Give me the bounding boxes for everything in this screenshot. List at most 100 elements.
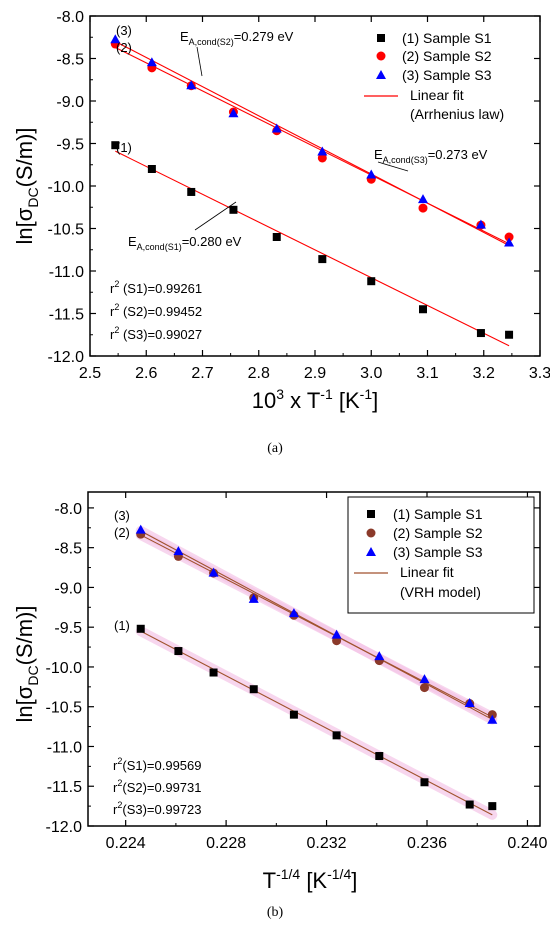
panel-b-y-tick-label: -10.0 (46, 660, 83, 677)
panel-a-x-tick-label: 3.1 (416, 365, 438, 382)
panel-b-ylabel-rest: (S/m)] (12, 606, 37, 666)
panel-a-point-s3 (186, 80, 197, 90)
panel-a-legend-symbol-1 (377, 34, 385, 42)
panel-a-y-tick-label: -9.0 (56, 94, 84, 111)
panel-a-xlabel-pre: 10 (252, 388, 276, 413)
panel-b-legend-symbol-1 (367, 510, 375, 518)
panel-a-point-s1 (272, 233, 281, 241)
panel-a-x-axis-title: 103 x T-1 [K-1] (252, 386, 378, 413)
panel-b-point-s1 (332, 731, 341, 740)
panel-a-y-tick-label: -11.5 (49, 307, 84, 324)
panel-a-x-tick-label: 3.0 (360, 365, 382, 382)
panel-a-xlabel-post: [K (333, 388, 360, 413)
panel-b-legend-symbol-3 (366, 547, 376, 556)
panel-a-ylabel-rest: (S/m)] (12, 128, 37, 188)
panel-a-legend-symbol-2 (376, 51, 386, 61)
panel-a-point-s1 (111, 141, 120, 150)
panel-a-legend-item-2: (2) Sample S2 (402, 48, 492, 64)
panel-b-series-label-1: (1) (114, 618, 130, 633)
panel-a-point-s3 (418, 194, 428, 204)
panel-b-point-s1 (420, 778, 429, 787)
panel-b-point-s3 (419, 674, 430, 684)
panel-b-legend-item-2: (2) Sample S2 (393, 525, 483, 541)
panel-a-legend-symbol-3 (376, 70, 386, 79)
panel-a-y-tick-label: -10.5 (48, 222, 85, 239)
panel-b: 0.224 0.228 0.232 0.236 0.240 -8.0 -8.5 -9.0 -9.… (12, 491, 548, 920)
panel-b-y-tick-label: -11.5 (47, 779, 82, 796)
panel-a-ea-s2-leader (196, 46, 203, 77)
panel-a-y-tick-label: -8.5 (56, 52, 84, 69)
panel-a-ea-s2-text: EA,cond(S2)=0.279 eV (180, 29, 294, 47)
panel-a-point-s1 (147, 165, 156, 173)
panel-a-ea-s2-annotation: EA,cond(S2)=0.279 eV (180, 29, 294, 77)
panel-a-point-s1 (187, 187, 196, 196)
panel-a-point-s3 (504, 237, 515, 247)
panel-a-x-tick-label: 3.2 (473, 365, 495, 382)
panel-b-point-s3 (374, 651, 385, 661)
panel-a-ea-s2-rest: =0.279 eV (234, 29, 294, 44)
panel-b-r2-s2: r2(S2)=0.99731 (113, 778, 202, 795)
panel-b-series-label-2: (2) (114, 525, 130, 540)
panel-a-r2-s1: r2 (S1)=0.99261 (110, 279, 202, 296)
panel-a-point-s2 (504, 232, 514, 242)
panel-b-point-s1 (465, 800, 474, 809)
panel-a-ea-s1-annotation: EA,cond(S1)=0.280 eV (128, 201, 242, 252)
panel-b-series-label-3: (3) (114, 508, 130, 523)
panel-a-y-tick-label: -10.0 (48, 179, 85, 196)
panel-a-y-tick-label: -8.0 (56, 9, 84, 26)
panel-b-caption: (b) (267, 905, 284, 920)
panel-a-ea-s1-sub: A,cond(S1) (137, 242, 182, 252)
panel-b-ticks: 0.224 0.228 0.232 0.236 0.240 -8.0 -8.5 -9.0 -9.… (46, 492, 548, 852)
panel-b-fit-lines (140, 530, 493, 816)
panel-b-point-s3 (173, 546, 184, 556)
panel-b-point-s2 (487, 710, 497, 720)
panel-a-point-s1 (318, 255, 327, 264)
panel-a-fit-line-1 (115, 150, 510, 347)
panel-b-r2-s1: r2(S1)=0.99569 (113, 756, 202, 773)
panel-a-legend: (1) Sample S1 (2) Sample S2 (3) Sample S… (364, 30, 504, 122)
panel-b-x-tick-label: 0.236 (407, 835, 447, 852)
panel-a-series-label-1: (1) (116, 140, 132, 155)
panel-a-legend-item-1: (1) Sample S1 (402, 30, 492, 46)
panel-a-point-s3 (146, 57, 157, 67)
panel-a-r2-s2: r2 (S2)=0.99452 (110, 302, 202, 319)
panel-a-ea-s1-text: EA,cond(S1)=0.280 eV (128, 234, 242, 252)
panel-b-x-tick-label: 0.228 (206, 835, 246, 852)
panel-a-xlabel-sup2: -1 (320, 386, 333, 402)
panel-a-fit-line-3 (115, 41, 510, 246)
panel-b-y-tick-label: -8.0 (54, 501, 82, 518)
panel-a-x-tick-label: 2.8 (248, 365, 270, 382)
panel-b-xlabel-post: ] (351, 868, 357, 893)
panel-a-ea-s3-leader (377, 161, 409, 172)
panel-a-point-s3 (366, 169, 377, 179)
panel-b-point-s1 (375, 752, 384, 761)
panel-b-fit-line-2 (140, 534, 493, 718)
panel-a-series-label-2: (2) (116, 40, 132, 55)
panel-a-points (110, 34, 515, 339)
panel-a-caption: (a) (267, 441, 283, 456)
panel-a-point-s3 (110, 34, 121, 44)
panel-a-ea-s3-rest: =0.273 eV (428, 147, 488, 162)
panel-b-r2-s3: r2(S3)=0.99723 (113, 800, 202, 817)
panel-b-legend-item-3: (3) Sample S3 (393, 544, 483, 560)
panel-b-y-tick-label: -9.5 (54, 620, 82, 637)
panel-b-point-s3 (288, 608, 299, 618)
panel-a-x-tick-label: 2.6 (135, 365, 157, 382)
panel-b-point-s3 (208, 567, 219, 577)
panel-a-ea-s2-main: E (180, 29, 189, 44)
panel-a-fit-lines (115, 41, 510, 347)
panel-a-y-tick-label: -9.5 (56, 137, 84, 154)
panel-a-x-tick-label: 2.7 (191, 365, 213, 382)
panel-b-legend-item-1: (1) Sample S1 (393, 506, 483, 522)
panel-a-legend-fit-label-2: (Arrhenius law) (410, 106, 504, 122)
panel-b-legend-symbol-2 (366, 528, 376, 538)
panel-a-ea-s3-main: E (374, 147, 383, 162)
panel-b-point-s3 (464, 698, 475, 708)
panel-a-x-tick-label: 2.5 (79, 365, 101, 382)
panel-b-point-s3 (487, 714, 498, 724)
panel-a-y-tick-label: -11.0 (49, 264, 84, 281)
panel-b-point-s1 (249, 685, 258, 694)
panel-b-y-tick-label: -12.0 (46, 819, 83, 836)
panel-b-point-s1 (136, 624, 145, 633)
panel-b-point-s1 (488, 802, 497, 811)
